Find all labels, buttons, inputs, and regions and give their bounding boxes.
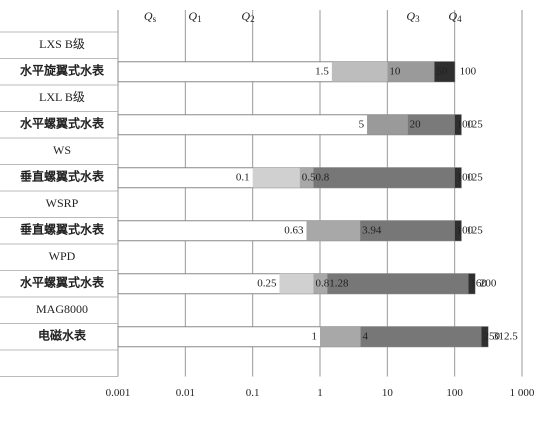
range-segment xyxy=(360,326,482,347)
q-label: Q4 xyxy=(448,9,462,24)
range-segment xyxy=(454,220,462,241)
value-label: 0.5 xyxy=(302,171,316,183)
value-label: 0.1 xyxy=(236,171,250,183)
meter-label: 水平螺翼式水表 xyxy=(20,116,105,131)
x-tick-label: 100 xyxy=(446,387,463,399)
value-label: 100 xyxy=(457,171,474,183)
value-label: 50 xyxy=(436,65,448,77)
value-label: 312.5 xyxy=(493,330,518,342)
range-segment xyxy=(360,220,455,241)
value-label: 160 xyxy=(470,277,487,289)
range-segment xyxy=(481,326,488,347)
q-subscript: 4 xyxy=(457,14,462,24)
q-symbol: Q xyxy=(144,9,153,23)
q-symbol: Q xyxy=(406,9,415,23)
x-tick-label: 0.01 xyxy=(176,387,195,399)
range-segment xyxy=(320,326,361,347)
q-symbol: Q xyxy=(241,9,250,23)
meter-label: 垂直螺翼式水表 xyxy=(20,169,105,184)
q-subscript: 2 xyxy=(250,14,255,24)
value-label: 125 xyxy=(466,171,483,183)
value-label: 100 xyxy=(460,65,477,77)
range-segment xyxy=(313,273,328,294)
value-label: 250 xyxy=(483,330,500,342)
x-tick-label: 0.001 xyxy=(106,387,131,399)
x-tick-label: 10 xyxy=(382,387,394,399)
value-label: 5 xyxy=(359,118,365,130)
value-label: 0.8 xyxy=(315,171,329,183)
value-label: 100 xyxy=(457,224,474,236)
meter-label: 垂直螺翼式水表 xyxy=(20,222,105,237)
range-segment xyxy=(407,114,455,135)
range-segment xyxy=(454,114,462,135)
value-label: 0.25 xyxy=(257,277,277,289)
value-label: 1.28 xyxy=(329,277,349,289)
range-segment xyxy=(454,167,462,188)
range-segment xyxy=(299,167,314,188)
x-tick-label: 0.1 xyxy=(246,387,260,399)
group-label: WS xyxy=(53,143,71,157)
q-subscript: s xyxy=(153,14,157,24)
range-segment xyxy=(327,273,469,294)
value-label: 4 xyxy=(363,330,369,342)
group-label: WSRP xyxy=(46,196,79,210)
q-subscript: 3 xyxy=(415,14,420,24)
range-segment xyxy=(367,114,408,135)
range-segment xyxy=(252,167,300,188)
value-label: 125 xyxy=(466,118,483,130)
q-label: Q1 xyxy=(188,9,201,24)
value-label: 200 xyxy=(480,277,497,289)
range-segment xyxy=(313,167,455,188)
range-segment xyxy=(306,220,361,241)
value-label: 125 xyxy=(466,224,483,236)
meter-label: 电磁水表 xyxy=(38,328,87,343)
q-label: Q2 xyxy=(241,9,254,24)
q-subscript: 1 xyxy=(197,14,202,24)
range-segment xyxy=(387,61,435,82)
group-label: MAG8000 xyxy=(36,302,88,316)
x-tick-label: 1 xyxy=(317,387,323,399)
meter-label: 水平旋翼式水表 xyxy=(20,63,105,78)
q-label: Qs xyxy=(144,9,157,24)
q-symbol: Q xyxy=(188,9,197,23)
meter-label: 水平螺翼式水表 xyxy=(20,275,105,290)
group-label: LXS B级 xyxy=(39,37,85,51)
value-label: 1 xyxy=(312,330,318,342)
value-label: 20 xyxy=(410,118,422,130)
value-label: 3.94 xyxy=(362,224,382,236)
value-label: 1.5 xyxy=(315,65,329,77)
range-segment xyxy=(279,273,314,294)
x-tick-label: 1 000 xyxy=(510,387,535,399)
range-segment xyxy=(468,273,475,294)
group-label: LXL B级 xyxy=(39,90,85,104)
value-label: 0.63 xyxy=(284,224,304,236)
range-segment xyxy=(331,61,388,82)
value-label: 100 xyxy=(457,118,474,130)
value-label: 10 xyxy=(389,65,401,77)
group-label: WPD xyxy=(49,249,76,263)
q-label: Q3 xyxy=(406,9,420,24)
range-segment xyxy=(434,61,455,82)
q-symbol: Q xyxy=(448,9,457,23)
value-label: 0.8 xyxy=(315,277,329,289)
